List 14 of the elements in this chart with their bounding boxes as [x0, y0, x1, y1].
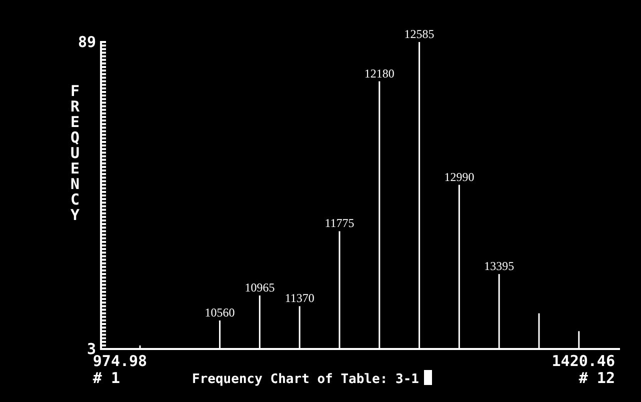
x-tick-label: 10560: [204, 305, 235, 320]
text: Frequency Chart of Table: 3-1: [192, 372, 420, 387]
x-tick-label: 10965: [244, 280, 275, 294]
x-tick-label: 11775: [324, 216, 354, 230]
text: # 1: [92, 369, 120, 387]
x-tick-label: 12180: [364, 66, 394, 80]
text: 1420.46: [552, 352, 615, 370]
text: FREQUENCY: [70, 82, 80, 224]
y-tick-label: 89: [78, 33, 96, 51]
x-tick-label: 12585: [404, 27, 434, 41]
x-tick-label: 12990: [444, 170, 474, 184]
text: # 12: [578, 369, 615, 387]
x-tick-label: 11370: [284, 291, 314, 306]
x-tick-label: 13395: [484, 259, 514, 274]
